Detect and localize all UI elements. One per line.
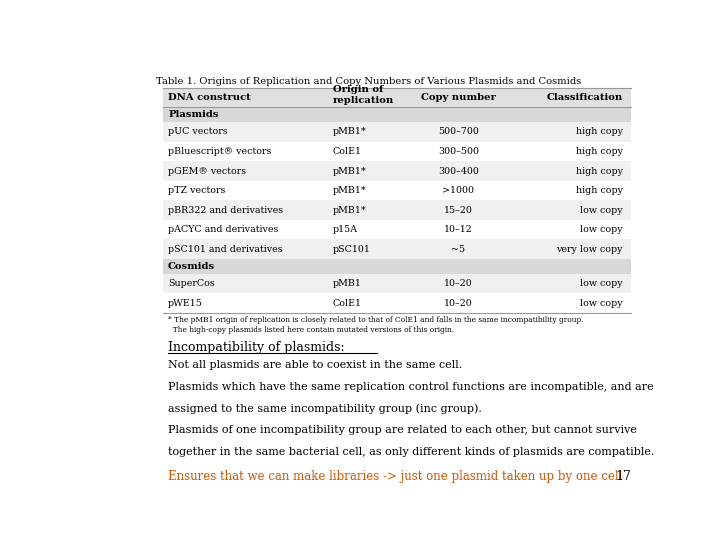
Text: Cosmids: Cosmids — [168, 262, 215, 271]
FancyBboxPatch shape — [163, 239, 631, 259]
Text: ~5: ~5 — [451, 245, 465, 254]
Text: high copy: high copy — [576, 166, 623, 176]
Text: 10–20: 10–20 — [444, 279, 472, 288]
Text: 300–400: 300–400 — [438, 166, 479, 176]
FancyBboxPatch shape — [163, 161, 631, 181]
Text: The high-copy plasmids listed here contain mutated versions of this origin.: The high-copy plasmids listed here conta… — [168, 326, 454, 334]
Text: Copy number: Copy number — [421, 93, 495, 102]
Text: 15–20: 15–20 — [444, 206, 473, 214]
FancyBboxPatch shape — [163, 107, 631, 122]
Text: Ensures that we can make libraries -> just one plasmid taken up by one cell: Ensures that we can make libraries -> ju… — [168, 470, 623, 483]
Text: Incompatibility of plasmids:: Incompatibility of plasmids: — [168, 341, 345, 354]
FancyBboxPatch shape — [163, 200, 631, 220]
FancyBboxPatch shape — [163, 259, 631, 274]
Text: pSC101 and derivatives: pSC101 and derivatives — [168, 245, 283, 254]
Text: pMB1*: pMB1* — [333, 166, 366, 176]
Text: pUC vectors: pUC vectors — [168, 127, 228, 137]
Text: pTZ vectors: pTZ vectors — [168, 186, 225, 195]
Text: * The pMB1 origin of replication is closely related to that of ColE1 and falls i: * The pMB1 origin of replication is clos… — [168, 316, 584, 324]
Text: high copy: high copy — [576, 186, 623, 195]
FancyBboxPatch shape — [163, 294, 631, 313]
Text: pMB1: pMB1 — [333, 279, 361, 288]
Text: assigned to the same incompatibility group (inc group).: assigned to the same incompatibility gro… — [168, 403, 482, 414]
Text: Plasmids of one incompatibility group are related to each other, but cannot surv: Plasmids of one incompatibility group ar… — [168, 425, 637, 435]
Text: Classification: Classification — [546, 93, 623, 102]
Text: high copy: high copy — [576, 127, 623, 137]
Text: Plasmids which have the same replication control functions are incompatible, and: Plasmids which have the same replication… — [168, 382, 654, 392]
Text: high copy: high copy — [576, 147, 623, 156]
FancyBboxPatch shape — [163, 87, 631, 107]
Text: 10–12: 10–12 — [444, 225, 472, 234]
Text: pMB1*: pMB1* — [333, 186, 366, 195]
FancyBboxPatch shape — [163, 141, 631, 161]
Text: 300–500: 300–500 — [438, 147, 479, 156]
Text: low copy: low copy — [580, 279, 623, 288]
Text: DNA construct: DNA construct — [168, 93, 251, 102]
Text: ColE1: ColE1 — [333, 147, 361, 156]
Text: pMB1*: pMB1* — [333, 206, 366, 214]
Text: Plasmids: Plasmids — [168, 110, 219, 119]
Text: very low copy: very low copy — [557, 245, 623, 254]
Text: 500–700: 500–700 — [438, 127, 479, 137]
Text: pBR322 and derivatives: pBR322 and derivatives — [168, 206, 283, 214]
Text: together in the same bacterial cell, as only different kinds of plasmids are com: together in the same bacterial cell, as … — [168, 447, 654, 456]
Text: Origin of
replication: Origin of replication — [333, 85, 394, 105]
FancyBboxPatch shape — [163, 181, 631, 200]
Text: pGEM® vectors: pGEM® vectors — [168, 166, 246, 176]
Text: 17: 17 — [616, 470, 631, 483]
Text: pWE15: pWE15 — [168, 299, 203, 308]
FancyBboxPatch shape — [163, 220, 631, 239]
Text: pACYC and derivatives: pACYC and derivatives — [168, 225, 279, 234]
Text: pSC101: pSC101 — [333, 245, 371, 254]
Text: low copy: low copy — [580, 299, 623, 308]
Text: low copy: low copy — [580, 225, 623, 234]
FancyBboxPatch shape — [163, 274, 631, 294]
Text: p15A: p15A — [333, 225, 358, 234]
Text: low copy: low copy — [580, 206, 623, 214]
Text: >1000: >1000 — [442, 186, 474, 195]
Text: Table 1. Origins of Replication and Copy Numbers of Various Plasmids and Cosmids: Table 1. Origins of Replication and Copy… — [156, 77, 582, 86]
Text: pBluescript® vectors: pBluescript® vectors — [168, 147, 271, 156]
Text: pMB1*: pMB1* — [333, 127, 366, 137]
Text: 10–20: 10–20 — [444, 299, 472, 308]
Text: ColE1: ColE1 — [333, 299, 361, 308]
Text: Not all plasmids are able to coexist in the same cell.: Not all plasmids are able to coexist in … — [168, 360, 462, 370]
Text: SuperCos: SuperCos — [168, 279, 215, 288]
FancyBboxPatch shape — [163, 122, 631, 141]
